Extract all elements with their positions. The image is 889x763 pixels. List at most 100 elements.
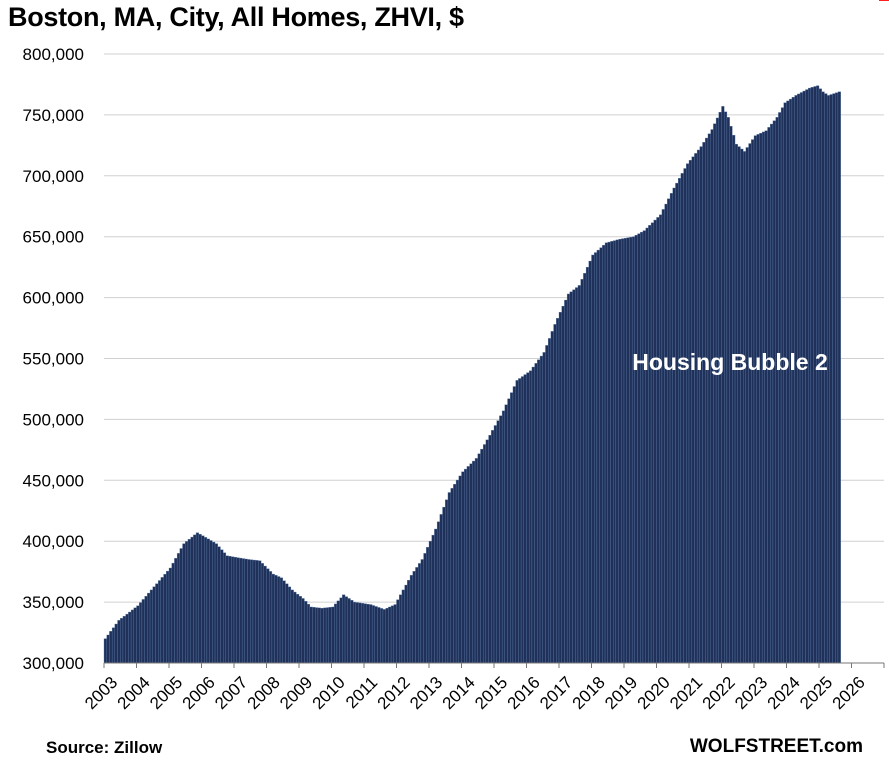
bar [109,631,113,664]
y-tick-label: 600,000 [23,289,84,308]
bar [195,532,199,664]
bar [780,107,784,664]
bar [748,143,752,664]
bar [518,378,522,664]
bar [618,238,622,664]
bar [461,471,465,664]
bar [837,91,841,664]
x-tick-label: 2020 [634,673,674,713]
bar [821,91,825,664]
bar [436,521,441,664]
bar [488,435,492,664]
bar [602,245,606,664]
bar [677,178,682,664]
bar [423,553,427,664]
bar [133,607,137,664]
bar [114,623,118,664]
x-tick-label: 2019 [601,673,641,713]
bar [539,355,543,664]
bar [764,130,768,664]
bar [477,453,481,664]
x-tick-label: 2024 [764,673,804,713]
x-tick-label: 2011 [342,673,381,712]
annotation-housing-bubble-2: Housing Bubble 2 [632,349,828,375]
bar [807,87,812,664]
bar [450,488,454,664]
bar [214,543,218,664]
bar [642,230,646,664]
bar-series [103,85,841,664]
bar [352,601,357,664]
bar [252,559,256,664]
bar [355,602,359,664]
bar [482,444,487,664]
y-tick-label: 650,000 [23,228,84,247]
bar [380,608,384,664]
bar [290,589,294,664]
bar [580,279,584,664]
bar [209,540,213,664]
bar [669,193,673,664]
y-tick-label: 350,000 [23,593,84,612]
bar [179,548,183,664]
bar [569,291,573,664]
bar [439,514,443,664]
bar [231,556,235,664]
bar [607,241,611,664]
bar [667,198,671,664]
bar [637,233,641,664]
x-tick-label: 2004 [114,673,154,713]
bar [415,567,419,664]
bar [623,237,627,664]
bar [317,607,321,664]
bar [157,580,162,664]
bar [835,92,839,664]
bar [729,126,733,664]
bar [472,460,476,664]
bar [797,93,801,664]
bar [561,305,565,664]
bar [339,597,343,664]
bar [458,475,462,664]
bar [474,458,478,664]
x-tick-label: 2016 [504,673,544,713]
bar [523,374,527,664]
bar [393,604,397,664]
bar [325,607,329,664]
bar [566,293,571,664]
x-tick-label: 2018 [569,673,609,713]
bar [128,611,132,664]
bar [111,627,116,664]
x-axis: 2003200420052006200720082009201020112012… [81,662,885,713]
bar [260,563,264,664]
bar [258,560,262,664]
bar [659,214,663,664]
bar [588,260,592,664]
bar [396,599,400,664]
bar [715,117,719,664]
bar [572,289,576,664]
bar [756,134,760,664]
bar [683,168,687,664]
bar [304,601,308,664]
x-tick-label: 2010 [309,673,349,713]
x-tick-label: 2021 [666,673,706,713]
bar [412,571,416,664]
bar [645,227,649,664]
bar [222,552,227,664]
x-tick-label: 2014 [439,673,479,713]
bar [718,111,722,664]
bar [309,606,313,664]
bar [724,111,728,664]
chart-title: Boston, MA, City, All Homes, ZHVI, $ [8,2,464,32]
bar [122,616,126,664]
bar [713,123,717,664]
bar [464,468,468,664]
bar [794,95,798,664]
bar [751,139,755,664]
x-tick-label: 2006 [179,673,219,713]
bar [767,127,771,664]
bar [125,613,129,664]
bar [466,466,470,664]
